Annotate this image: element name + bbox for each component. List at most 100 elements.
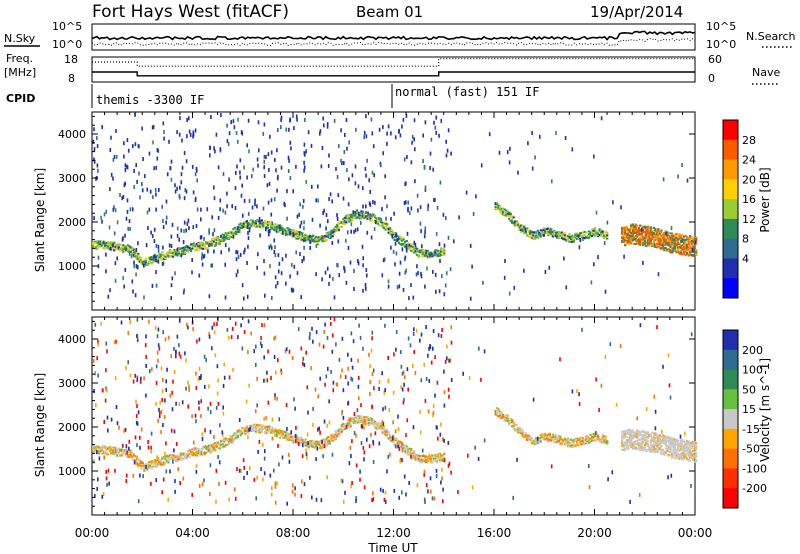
data-point <box>232 234 235 239</box>
data-point <box>126 449 129 452</box>
data-point <box>445 153 448 158</box>
data-point <box>238 223 241 226</box>
noise-panel <box>91 23 696 51</box>
data-point <box>131 252 134 255</box>
data-point <box>291 262 293 267</box>
data-point <box>575 234 579 237</box>
data-point <box>440 254 443 256</box>
data-point <box>232 438 235 440</box>
data-point <box>193 246 196 249</box>
data-point <box>257 163 259 168</box>
data-point <box>594 227 597 230</box>
data-point <box>309 439 312 442</box>
data-point <box>263 431 267 434</box>
data-point <box>365 114 367 119</box>
data-point <box>642 241 645 244</box>
data-point <box>670 247 674 250</box>
data-point <box>527 436 530 439</box>
data-point <box>693 243 696 246</box>
data-point <box>434 456 437 459</box>
data-point <box>557 440 560 443</box>
data-point <box>315 272 317 277</box>
data-point <box>506 210 509 213</box>
data-point <box>657 229 660 232</box>
data-point <box>307 130 310 135</box>
data-point <box>309 235 312 238</box>
data-point <box>624 444 627 447</box>
data-point <box>155 270 157 275</box>
data-point <box>230 236 233 238</box>
data-point <box>266 183 269 188</box>
data-point <box>655 229 658 232</box>
data-point <box>252 167 254 172</box>
data-point <box>689 245 692 247</box>
y-tick-label: 2000 <box>58 216 86 229</box>
data-point <box>313 240 316 243</box>
data-point <box>651 245 654 248</box>
data-point <box>606 441 609 444</box>
data-point <box>280 115 283 120</box>
data-point <box>253 221 256 224</box>
data-point <box>354 217 357 220</box>
data-point <box>508 422 511 425</box>
data-point <box>120 249 123 252</box>
data-point <box>269 431 273 434</box>
data-point <box>420 251 423 253</box>
data-point <box>194 128 197 133</box>
data-point <box>503 275 506 280</box>
data-point <box>101 449 104 452</box>
data-point <box>340 158 342 163</box>
data-point <box>256 424 259 426</box>
data-point <box>482 280 484 285</box>
data-point <box>384 433 387 436</box>
data-point <box>275 168 277 173</box>
data-point <box>414 179 416 184</box>
data-point <box>544 270 547 274</box>
data-point <box>551 235 554 238</box>
data-point <box>202 446 205 449</box>
data-point <box>147 462 150 465</box>
data-point <box>402 242 405 245</box>
data-point <box>517 225 520 228</box>
data-point <box>541 229 544 232</box>
data-point <box>195 166 198 171</box>
data-point <box>112 243 114 248</box>
data-point <box>435 459 438 462</box>
data-point <box>365 268 368 272</box>
data-point <box>93 147 96 152</box>
data-point <box>357 259 359 263</box>
data-point <box>363 130 366 135</box>
data-point <box>649 441 652 444</box>
data-point <box>309 441 312 444</box>
data-point <box>422 460 425 463</box>
data-point <box>188 453 191 455</box>
data-point <box>675 240 678 243</box>
data-point <box>551 436 554 438</box>
data-point <box>382 430 386 433</box>
data-point <box>278 436 282 439</box>
data-point <box>572 438 576 441</box>
data-point <box>137 463 140 465</box>
data-point <box>229 440 232 443</box>
data-point <box>132 289 134 294</box>
data-point <box>136 179 138 184</box>
data-point <box>327 440 330 443</box>
data-point <box>686 238 689 241</box>
data-point <box>497 408 500 411</box>
data-point <box>500 412 503 415</box>
data-point <box>138 256 141 259</box>
data-point <box>642 434 645 437</box>
data-point <box>197 447 200 450</box>
data-point <box>346 216 349 219</box>
data-point <box>372 144 375 149</box>
data-point <box>116 220 119 225</box>
data-point <box>511 220 514 223</box>
data-point <box>434 197 436 202</box>
data-point <box>171 454 175 457</box>
data-point <box>205 447 208 449</box>
data-point <box>672 239 675 242</box>
data-point <box>628 436 631 439</box>
data-point <box>376 217 380 220</box>
data-point <box>633 238 636 241</box>
data-point <box>122 248 125 251</box>
